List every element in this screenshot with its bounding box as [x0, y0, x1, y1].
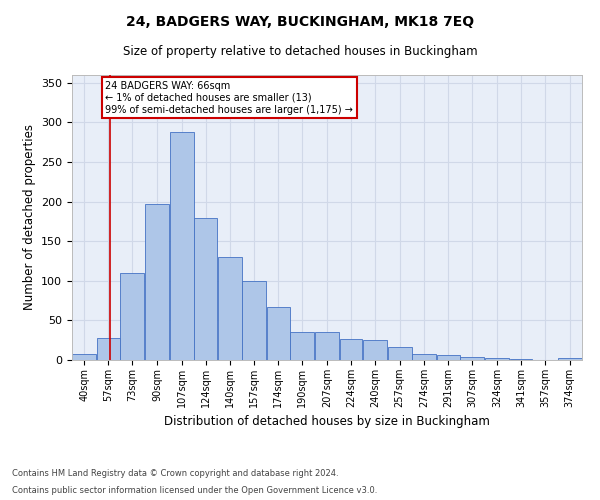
Bar — [315, 332, 339, 360]
Text: 24, BADGERS WAY, BUCKINGHAM, MK18 7EQ: 24, BADGERS WAY, BUCKINGHAM, MK18 7EQ — [126, 15, 474, 29]
Bar — [460, 357, 484, 360]
Bar — [170, 132, 194, 360]
Bar — [194, 218, 217, 360]
Bar — [388, 346, 412, 360]
Bar — [145, 204, 169, 360]
Bar — [267, 307, 290, 360]
Bar — [218, 257, 242, 360]
Bar — [412, 354, 436, 360]
Text: Size of property relative to detached houses in Buckingham: Size of property relative to detached ho… — [122, 45, 478, 58]
Bar — [290, 332, 314, 360]
X-axis label: Distribution of detached houses by size in Buckingham: Distribution of detached houses by size … — [164, 416, 490, 428]
Text: Contains public sector information licensed under the Open Government Licence v3: Contains public sector information licen… — [12, 486, 377, 495]
Text: Contains HM Land Registry data © Crown copyright and database right 2024.: Contains HM Land Registry data © Crown c… — [12, 468, 338, 477]
Bar — [73, 354, 97, 360]
Bar — [363, 340, 387, 360]
Bar — [242, 281, 266, 360]
Bar — [340, 340, 362, 360]
Bar — [121, 273, 144, 360]
Y-axis label: Number of detached properties: Number of detached properties — [23, 124, 35, 310]
Bar — [557, 358, 581, 360]
Bar — [437, 355, 460, 360]
Text: 24 BADGERS WAY: 66sqm
← 1% of detached houses are smaller (13)
99% of semi-detac: 24 BADGERS WAY: 66sqm ← 1% of detached h… — [106, 82, 353, 114]
Bar — [510, 359, 532, 360]
Bar — [97, 338, 119, 360]
Bar — [485, 358, 509, 360]
